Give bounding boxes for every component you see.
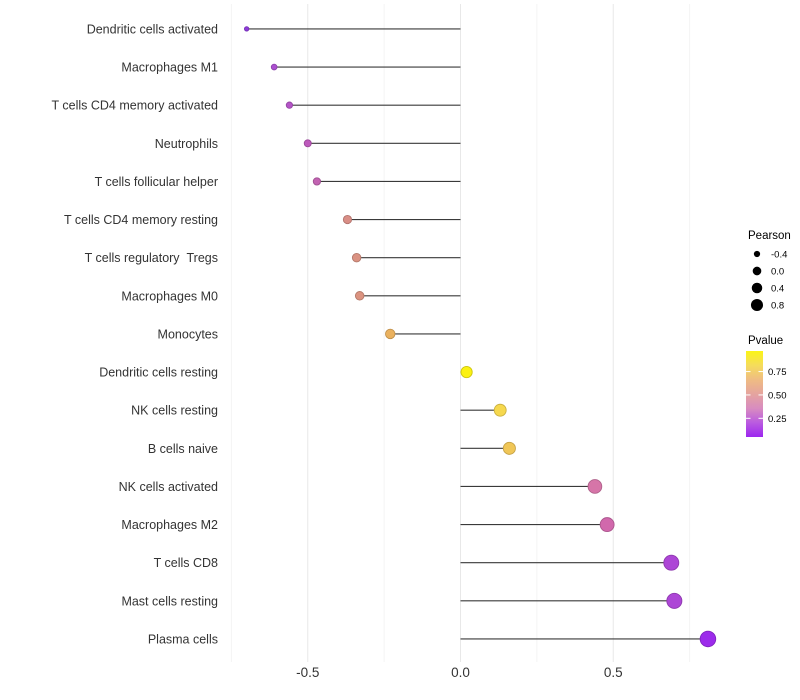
x-axis-tick-label: 0.0 — [451, 665, 470, 680]
lollipop-dot — [493, 403, 507, 417]
lollipop-rows — [243, 26, 717, 648]
legend-size-dot — [751, 282, 763, 294]
y-axis-label: Plasma cells — [148, 632, 218, 646]
y-axis-label: Dendritic cells activated — [87, 22, 218, 36]
lollipop-row — [460, 403, 507, 417]
lollipop-dot — [502, 441, 516, 455]
lollipop-row — [285, 101, 461, 109]
legend-pearson-title: Pearson — [748, 230, 791, 242]
legend-size-label: 0.4 — [771, 284, 784, 295]
y-axis-label: Macrophages M2 — [121, 518, 218, 532]
y-axis-label: Neutrophils — [155, 137, 218, 151]
lollipop-row — [351, 252, 461, 263]
y-axis-label: Monocytes — [158, 327, 218, 341]
lollipop-row — [303, 139, 461, 148]
legend-pvalue-label: 0.25 — [768, 414, 787, 425]
lollipop-dot — [285, 101, 294, 109]
legend-size-dot — [752, 266, 762, 276]
pvalue-gradient-bar — [746, 351, 763, 437]
y-axis-label: Macrophages M0 — [121, 289, 218, 303]
lollipop-row — [354, 291, 461, 301]
lollipop-dot — [460, 366, 473, 379]
lollipop-dot — [354, 291, 365, 301]
x-axis-tick-label: -0.5 — [296, 665, 319, 680]
y-axis-label: Macrophages M1 — [121, 61, 218, 75]
lollipop-dot — [342, 214, 353, 225]
lollipop-dot — [385, 328, 396, 340]
legend-size-label: 0.0 — [771, 267, 784, 278]
y-axis-label: Mast cells resting — [121, 594, 218, 608]
lollipop-row — [312, 177, 461, 186]
legend-size-label: 0.8 — [771, 301, 784, 312]
y-axis-label: T cells follicular helper — [95, 175, 218, 189]
lollipop-row — [460, 517, 615, 533]
legend-pvalue-label: 0.50 — [768, 390, 787, 401]
y-axis-label: T cells CD4 memory resting — [64, 213, 218, 227]
lollipop-row — [460, 441, 516, 455]
lollipop-dot — [663, 554, 680, 571]
y-axis-label: Dendritic cells resting — [99, 366, 218, 380]
lollipop-row — [460, 554, 680, 571]
legend-size-dot — [750, 298, 764, 312]
lollipop-row — [342, 214, 461, 225]
lollipop-row — [385, 328, 461, 340]
lollipop-row — [270, 63, 461, 71]
lollipop-row — [460, 630, 717, 648]
lollipop-row — [460, 366, 473, 379]
y-axis-label: NK cells activated — [119, 480, 218, 494]
lollipop-dot — [312, 177, 322, 186]
legend-size-label: -0.4 — [771, 250, 787, 261]
lollipop-dot — [587, 479, 603, 494]
y-axis-label: B cells naive — [148, 442, 218, 456]
lollipop-row — [460, 592, 683, 609]
legend-size-dot — [753, 250, 761, 258]
lollipop-dot — [303, 139, 312, 148]
legend-pvalue-colorbar: Pvalue 0.75 0.50 0.25 — [746, 335, 787, 437]
lollipop-row — [243, 26, 461, 32]
legend-pvalue-title: Pvalue — [748, 335, 783, 347]
lollipop-dot — [666, 592, 683, 609]
y-axis-label: T cells regulatory Tregs — [85, 251, 218, 265]
x-axis-labels: -0.5 0.0 0.5 — [296, 665, 623, 680]
lollipop-dot — [599, 517, 615, 533]
lollipop-dot — [243, 26, 250, 32]
y-axis-labels: Dendritic cells activated Macrophages M1 T… — [52, 22, 219, 646]
x-axis-tick-label: 0.5 — [604, 665, 623, 680]
y-axis-label: T cells CD4 memory activated — [52, 99, 219, 113]
gridlines — [230, 4, 691, 662]
y-axis-label: NK cells resting — [131, 404, 218, 418]
lollipop-dot — [351, 252, 362, 263]
y-axis-label: T cells CD8 — [154, 556, 218, 570]
legend-pvalue-label: 0.75 — [768, 367, 787, 378]
lollipop-dot — [699, 630, 717, 648]
legend-pearson-size: Pearson -0.4 0.0 0.4 0.8 — [748, 230, 791, 312]
lollipop-dot — [270, 63, 278, 71]
lollipop-row — [460, 479, 603, 494]
